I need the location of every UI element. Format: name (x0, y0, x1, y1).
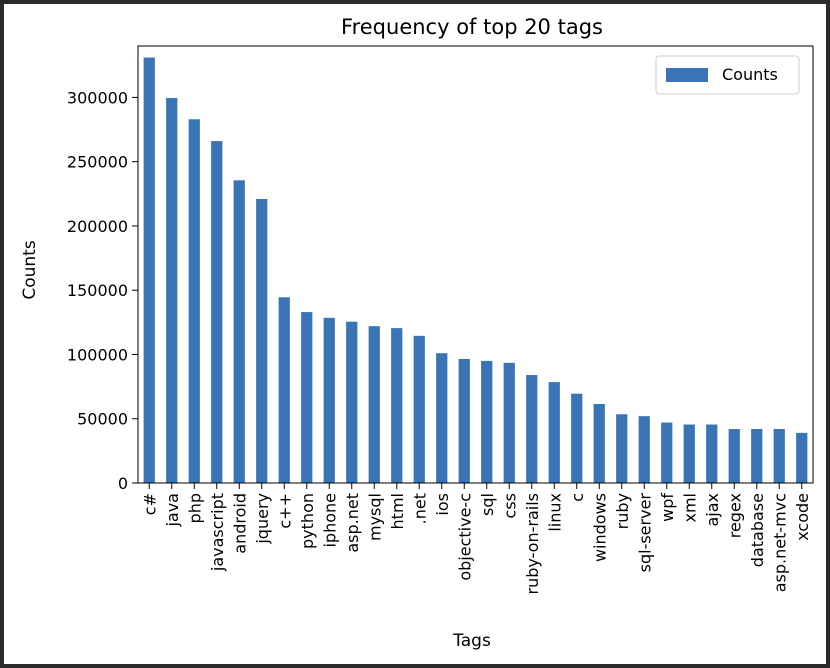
y-tick-label: 250000 (67, 153, 128, 172)
y-tick-label: 50000 (77, 410, 128, 429)
bar-ruby-on-rails (526, 375, 538, 483)
x-tick-label: javascript (208, 493, 227, 572)
bar-windows (593, 403, 605, 483)
bar-sql-server (638, 416, 650, 483)
x-tick-label: python (298, 493, 317, 549)
y-axis-label: Counts (20, 240, 40, 299)
bar-wpf (661, 422, 673, 483)
x-tick-label: objective-c (455, 493, 474, 581)
bar-ruby (616, 414, 628, 483)
x-tick-label: css (500, 493, 519, 518)
bar-chart: Frequency of top 20 tags 0 50000 100000 150… (20, 15, 814, 651)
x-tick-label: .net (410, 493, 429, 524)
x-tick-label: mysql (365, 493, 384, 541)
bar-database (751, 429, 763, 483)
x-tick-label: c (568, 493, 587, 502)
bar-xml (683, 424, 695, 483)
bar-javascript (211, 141, 223, 484)
bar-iphone (323, 317, 335, 483)
x-tick-label: c++ (275, 493, 294, 529)
y-tick-label: 0 (118, 474, 128, 493)
x-tick-label: wpf (658, 493, 677, 522)
x-tick-label: ruby (613, 493, 632, 529)
bar-c# (143, 57, 155, 483)
bar-c++ (278, 297, 290, 483)
bar-php (188, 119, 200, 483)
x-tick-label: android (230, 493, 249, 554)
bar-html (391, 328, 403, 483)
chart-title: Frequency of top 20 tags (341, 15, 603, 39)
x-tick-label: java (163, 493, 182, 528)
bar-regex (728, 429, 740, 483)
y-tick-label: 150000 (67, 281, 128, 300)
bar-ajax (706, 424, 718, 483)
legend-swatch (666, 68, 708, 82)
x-tick-label: ajax (703, 493, 722, 527)
legend-label: Counts (722, 65, 778, 84)
x-axis: c# java php javascript android jquery c++ pytho… (140, 483, 812, 594)
y-tick-label: 100000 (67, 345, 128, 364)
bar-asp.net (346, 321, 358, 483)
x-tick-label: asp.net (343, 493, 362, 553)
x-tick-label: iphone (320, 493, 339, 548)
x-tick-label: html (388, 493, 407, 529)
x-tick-label: jquery (253, 493, 272, 545)
legend: Counts (655, 55, 800, 95)
bar-sql (481, 360, 493, 483)
bar-c (571, 393, 583, 483)
bar-python (301, 312, 313, 483)
x-tick-label: c# (140, 493, 159, 515)
legend-box (655, 55, 800, 95)
x-tick-label: sql (478, 493, 497, 516)
bar-.net (413, 335, 425, 483)
x-tick-label: regex (725, 493, 744, 538)
x-tick-label: ruby-on-rails (523, 493, 542, 594)
y-axis: 0 50000 100000 150000 200000 250000 300000 (67, 88, 138, 493)
bar-css (503, 362, 515, 483)
bar-java (166, 98, 178, 483)
x-tick-label: xml (680, 493, 699, 523)
bar-jquery (256, 198, 268, 483)
x-tick-label: windows (590, 493, 609, 562)
bar-objective-c (458, 358, 470, 483)
bar-asp.net-mvc (773, 429, 785, 483)
y-tick-label: 200000 (67, 217, 128, 236)
bar-linux (548, 382, 560, 483)
chart-frame: Frequency of top 20 tags 0 50000 100000 150… (4, 4, 826, 664)
bar-android (233, 180, 245, 483)
x-tick-label: php (185, 493, 204, 523)
plot-frame (137, 45, 814, 484)
x-tick-label: xcode (793, 493, 812, 541)
x-tick-label: database (748, 493, 767, 567)
x-tick-label: linux (545, 493, 564, 532)
bar-mysql (368, 326, 380, 483)
bar-xcode (796, 432, 808, 483)
bar-ios (436, 353, 448, 483)
x-axis-label: Tags (452, 631, 491, 651)
y-tick-label: 300000 (67, 88, 128, 107)
x-tick-label: ios (433, 493, 452, 516)
bars-group (143, 57, 808, 484)
x-tick-label: sql-server (635, 493, 654, 573)
x-tick-label: asp.net-mvc (770, 493, 789, 592)
